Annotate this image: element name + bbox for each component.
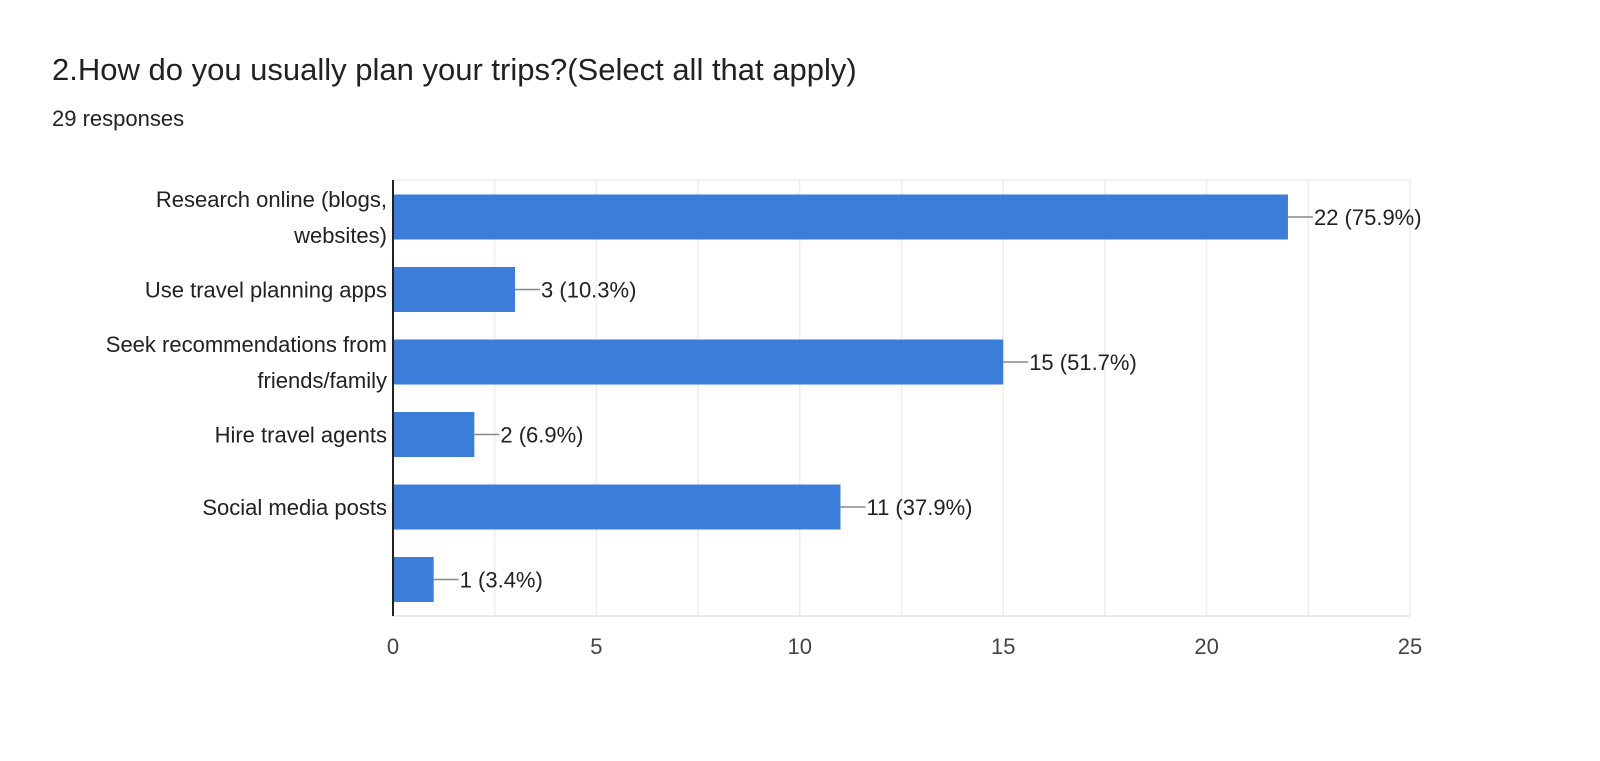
category-label: Research online (blogs, [156,187,387,212]
category-label: Social media posts [202,495,387,520]
bars [393,194,1313,602]
bar [393,267,516,312]
data-label: 3 (10.3%) [541,278,636,303]
category-label: Hire travel agents [215,423,387,448]
x-tick-label: 25 [1398,634,1422,659]
bar [393,194,1288,240]
category-label: Use travel planning apps [145,278,387,303]
bar [393,557,434,602]
category-label: Seek recommendations from [106,332,387,357]
x-tick-label: 20 [1194,634,1218,659]
data-label: 11 (37.9%) [866,495,972,520]
bar [393,484,841,530]
x-tick-label: 10 [788,634,812,659]
x-tick-label: 5 [590,634,602,659]
question-title: 2.How do you usually plan your trips?(Se… [52,52,857,87]
x-tick-label: 0 [387,634,399,659]
response-count: 29 responses [52,106,185,131]
data-label: 22 (75.9%) [1314,205,1422,230]
data-label: 1 (3.4%) [460,568,543,593]
labels: 22 (75.9%) Research online (blogs, website… [106,187,1422,659]
category-label: friends/family [257,368,387,393]
gridlines [392,179,1411,617]
data-label: 15 (51.7%) [1029,350,1137,375]
data-label: 2 (6.9%) [500,423,583,448]
bar [393,339,1004,385]
x-tick-label: 15 [991,634,1015,659]
bar [393,412,475,457]
category-label: websites) [293,223,387,248]
